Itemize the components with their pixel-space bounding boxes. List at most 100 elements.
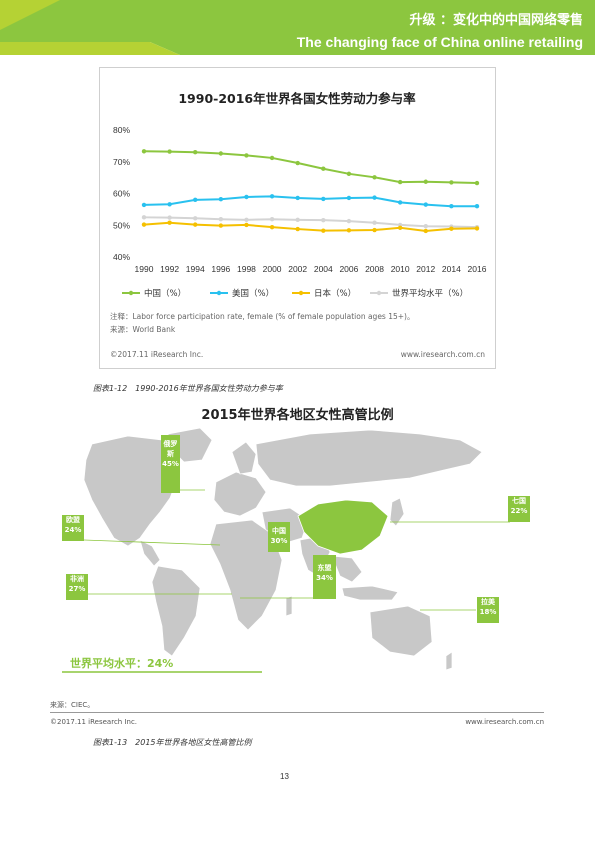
x-tick-label: 1992 [160,264,179,274]
x-tick-label: 2012 [416,264,435,274]
data-point [218,197,224,202]
region-label-latam: 拉美 [481,598,495,606]
page-header: 升级 ：变化中的中国网络零售 The changing face of Chin… [0,0,595,62]
world-average-label: 世界平均水平：24% [70,657,174,670]
chart-website: www.iresearch.com.cn [400,350,485,359]
map-china-highlight [297,499,389,555]
data-point [346,228,352,233]
map-scandinavia [231,441,257,475]
series-line [143,221,478,232]
region-badge-eu: 欧盟 24% [62,515,84,541]
page-number: 13 [280,772,289,781]
map-japan [389,497,405,527]
region-label-africa: 非洲 [70,575,84,583]
data-point [141,222,147,227]
data-point [269,194,275,199]
data-point [372,227,377,233]
legend-label: 中国（%） [144,288,186,299]
x-tick-label: 1994 [186,264,205,274]
region-badge-africa: 非洲 27% [66,574,88,600]
data-point [141,215,147,220]
line-chart: 1990-2016年世界各国女性劳动力参与率 80% 70% 60% 50% 40% 1… [113,91,487,299]
x-tick-label: 2002 [288,264,307,274]
data-point [141,202,147,208]
map-new-zealand [445,651,453,671]
map-central-america [139,539,161,567]
data-point [346,171,352,177]
data-point [244,194,249,200]
data-point [269,217,275,222]
data-point [372,175,377,180]
region-badge-russia: 俄罗斯 45% [161,435,180,493]
region-value-latam: 18% [479,608,497,616]
map-russia [255,429,483,487]
x-tick-label: 2004 [314,264,333,274]
data-point [193,150,198,155]
data-point [346,218,352,224]
figure-caption-1: 图表1-12 1990-2016年世界各国女性劳动力参与率 [93,384,283,393]
region-label-asean: 东盟 [317,564,332,572]
series-line [143,195,477,208]
x-tick-label: 2016 [468,264,487,274]
legend-label: 日本（%） [314,288,356,299]
x-tick-label: 1996 [211,264,230,274]
data-point [269,224,275,230]
region-label-russia: 俄罗斯 [163,440,178,458]
data-point [372,195,377,200]
world-map [83,427,510,671]
data-point [423,179,428,184]
map-copyright: ©2017.11 iResearch Inc. [50,718,138,726]
region-badge-asean: 东盟 34% [313,555,336,599]
data-point [167,149,172,154]
data-point [244,222,249,228]
data-point [449,226,454,231]
data-point [397,200,403,205]
x-tick-label: 2010 [391,264,410,274]
chart-copyright: ©2017.11 iResearch Inc. [110,350,204,359]
y-tick-label: 40% [113,252,130,262]
region-value-africa: 27% [68,585,86,593]
data-point [193,222,198,227]
world-average-underline [62,671,262,673]
data-point [244,153,249,158]
data-point [167,220,172,225]
region-label-eu: 欧盟 [66,516,80,524]
map-indonesia [341,585,399,601]
figure-caption-2: 图表1-13 2015年世界各地区女性高管比例 [93,738,252,747]
data-point [449,204,454,209]
data-point [193,197,198,203]
data-point [295,226,300,232]
region-label-g7: 七国 [512,497,526,505]
map-europe [213,471,267,517]
data-point [449,180,454,185]
data-point [295,195,300,201]
region-label-china: 中国 [272,527,286,535]
y-tick-label: 60% [113,189,130,199]
data-point [474,180,480,186]
data-point [423,202,428,207]
x-tick-label: 1998 [237,264,256,274]
data-point [141,149,147,154]
map-madagascar [285,595,293,617]
legend-label: 美国（%） [232,288,274,299]
data-point [295,160,300,166]
chart-note: 注释：Labor force participation rate, femal… [110,312,415,321]
legend-marker [376,290,382,296]
data-point [423,224,428,229]
legend-label: 世界平均水平（%） [392,288,468,299]
data-point [321,217,326,223]
legend-marker [216,290,222,296]
data-point [218,217,224,222]
data-point [269,155,275,161]
footer-rule [50,712,544,713]
data-point [218,223,224,228]
map-south-america [151,565,201,657]
map-australia [369,605,433,657]
data-point [397,179,403,185]
x-tick-label: 1990 [135,264,154,274]
y-tick-label: 50% [113,220,130,230]
x-tick-label: 2000 [263,264,282,274]
map-title: 2015年世界各地区女性高管比例 [201,408,394,423]
data-point [346,195,352,201]
data-point [321,228,326,233]
